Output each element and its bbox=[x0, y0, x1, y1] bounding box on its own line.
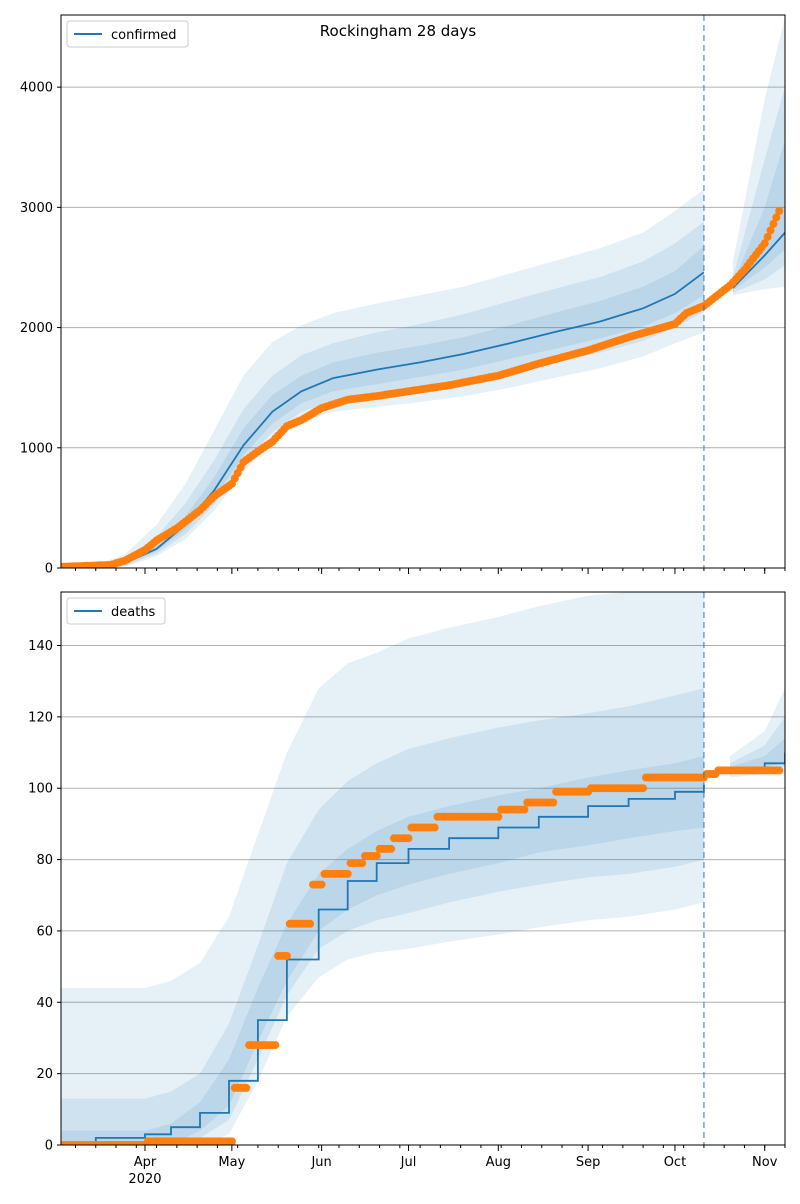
observed-point bbox=[227, 1137, 236, 1145]
confirmed-panel: 0 1000 2000 3000 4000 Rockingham 28 days confi… bbox=[20, 14, 786, 577]
observed-point bbox=[775, 207, 784, 215]
y-tick-label: 2000 bbox=[20, 321, 53, 336]
x-tick-label: Jul bbox=[400, 1155, 417, 1170]
observed-point bbox=[430, 823, 439, 832]
plot-area bbox=[61, 17, 785, 568]
uncertainty-band bbox=[61, 756, 704, 1145]
observed-point bbox=[494, 812, 503, 821]
observed-point bbox=[387, 844, 396, 853]
y-tick-label: 3000 bbox=[20, 201, 53, 216]
x-tick-label: Oct bbox=[664, 1155, 686, 1170]
plot-area bbox=[61, 592, 785, 1145]
x-tick-label: Jun bbox=[310, 1155, 331, 1170]
model-median-line bbox=[61, 784, 705, 1145]
observed-point bbox=[772, 213, 781, 222]
uncertainty-band bbox=[730, 716, 785, 774]
observed-point bbox=[372, 852, 381, 860]
observed-point bbox=[775, 766, 784, 775]
y-tick-label: 0 bbox=[45, 562, 53, 577]
observed-point bbox=[404, 834, 413, 843]
uncertainty-band bbox=[61, 189, 704, 568]
observed-point bbox=[769, 219, 778, 228]
observed-point bbox=[306, 919, 315, 928]
uncertainty-band bbox=[732, 87, 785, 293]
observed-point bbox=[520, 805, 529, 814]
y-tick-label: 60 bbox=[36, 924, 53, 939]
axes-frame bbox=[60, 14, 786, 569]
y-tick-label: 100 bbox=[28, 782, 53, 797]
observed-point bbox=[358, 859, 367, 868]
legend-label: deaths bbox=[111, 605, 156, 620]
uncertainty-band bbox=[730, 688, 785, 778]
legend-box bbox=[66, 20, 189, 48]
model-median-line bbox=[61, 271, 705, 568]
y-tick-label: 20 bbox=[36, 1067, 53, 1082]
axes-frame bbox=[60, 591, 786, 1146]
y-tick-label: 80 bbox=[36, 853, 53, 868]
uncertainty-band bbox=[61, 592, 704, 1145]
x-tick-label: May bbox=[218, 1155, 245, 1170]
uncertainty-band bbox=[730, 738, 785, 774]
legend-box bbox=[66, 597, 166, 625]
uncertainty-band bbox=[61, 221, 704, 568]
deaths-panel: 0 20 40 60 80 100 120 140 Apr May Jun Jul Aug Sep Oct N… bbox=[28, 591, 786, 1187]
model-median-line bbox=[732, 232, 785, 289]
y-tick-label: 1000 bbox=[20, 441, 53, 456]
x-tick-label: Aug bbox=[486, 1155, 511, 1170]
observed-point bbox=[317, 880, 326, 889]
x-tick-label: Apr bbox=[134, 1155, 157, 1170]
x-tick-label: Nov bbox=[752, 1155, 778, 1170]
observed-point bbox=[763, 232, 772, 241]
observed-point bbox=[271, 1041, 280, 1050]
observed-point bbox=[766, 226, 775, 235]
y-tick-label: 120 bbox=[28, 710, 53, 725]
observed-point bbox=[343, 869, 352, 878]
y-tick-label: 4000 bbox=[20, 81, 53, 96]
x-tick-label: Sep bbox=[576, 1155, 601, 1170]
y-tick-label: 40 bbox=[36, 996, 53, 1011]
y-tick-label: 140 bbox=[28, 639, 53, 654]
y-tick-label: 0 bbox=[45, 1139, 53, 1154]
uncertainty-band bbox=[732, 140, 785, 291]
observed-point bbox=[639, 784, 648, 793]
legend-label: confirmed bbox=[111, 28, 177, 43]
observed-point bbox=[760, 239, 769, 248]
observed-point bbox=[242, 1083, 251, 1092]
x-year-label: 2020 bbox=[128, 1172, 161, 1187]
observed-point bbox=[549, 798, 558, 807]
chart-title: Rockingham 28 days bbox=[320, 22, 477, 40]
observed-point bbox=[282, 951, 291, 960]
